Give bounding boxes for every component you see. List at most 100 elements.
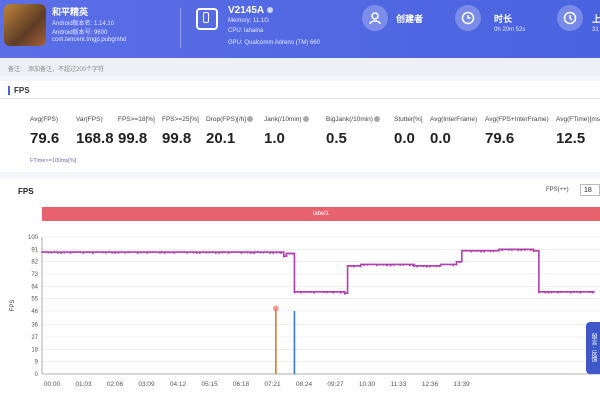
info-icon[interactable] xyxy=(267,7,274,14)
fps-point xyxy=(63,251,66,254)
y-tick-label: 64 xyxy=(31,284,38,290)
fps-point xyxy=(189,251,192,254)
fps-point xyxy=(592,291,594,294)
fps-point xyxy=(47,251,50,254)
fps-point xyxy=(336,291,339,293)
help-icon[interactable] xyxy=(302,116,309,123)
clock-icon xyxy=(455,5,481,31)
fps-point xyxy=(405,263,408,266)
fps-point xyxy=(408,264,411,267)
device-memory: Memory: 11.1G xyxy=(228,18,269,24)
fps-point xyxy=(535,250,538,252)
fps-point xyxy=(230,251,233,254)
metric-label: Avg(InterFrame) xyxy=(430,116,478,123)
fps-point xyxy=(566,291,569,293)
fps-point xyxy=(498,249,500,252)
feedback-tab[interactable]: 留言 · 反馈 xyxy=(586,322,600,374)
metric-value: 168.8 xyxy=(76,130,114,147)
metric-label: BigJank(/10min) xyxy=(326,116,380,123)
fps-point xyxy=(582,290,585,293)
y-tick-label: 82 xyxy=(31,260,38,266)
fps-point xyxy=(366,264,369,266)
fps-point xyxy=(339,292,342,294)
note-input[interactable]: 添加备注，不超过200个字符 xyxy=(28,67,105,73)
metric-value: 99.8 xyxy=(118,130,148,147)
fps-point xyxy=(163,252,166,255)
fps-point xyxy=(44,251,47,254)
fps-threshold-input[interactable]: 18 xyxy=(580,184,600,196)
fps-point xyxy=(439,264,442,267)
metric-value: 12.5 xyxy=(556,130,586,147)
fps-point xyxy=(399,264,402,267)
fps-chart[interactable]: 0 9 18 27 36 46 55 64 73 82 91 100 FPS 00:00 01:03 02:0… xyxy=(0,225,600,400)
game-icon xyxy=(4,4,46,46)
fps-point xyxy=(224,251,227,254)
fps-point xyxy=(449,263,452,266)
metric-label: Jank(/10min) xyxy=(264,116,309,123)
fps-point xyxy=(576,291,579,294)
fps-point xyxy=(363,264,365,267)
fps-point xyxy=(520,249,523,252)
fps-point xyxy=(152,251,155,253)
chart-title: FPS xyxy=(18,187,34,196)
fps-point xyxy=(359,263,362,266)
fps-point xyxy=(344,293,346,295)
fps-point xyxy=(240,252,243,255)
fps-point xyxy=(41,251,43,253)
fps-point xyxy=(60,252,63,255)
fps-point xyxy=(452,264,455,267)
fps-point xyxy=(356,265,359,267)
metric-value: 0.5 xyxy=(326,130,347,147)
x-tick-label: 03:09 xyxy=(138,381,155,388)
fps-point xyxy=(160,251,163,253)
fps-point xyxy=(221,251,224,254)
y-tick-label: 0 xyxy=(35,372,39,378)
fps-point xyxy=(130,251,133,254)
fps-point xyxy=(159,252,161,254)
fps-point xyxy=(208,251,211,254)
fps-point xyxy=(560,291,563,294)
fps-point xyxy=(526,248,529,251)
fps-point xyxy=(170,251,173,254)
fps-point xyxy=(569,292,572,294)
fps-point xyxy=(375,264,378,267)
fps-point xyxy=(432,264,435,267)
fps-point xyxy=(514,248,516,251)
fps-point xyxy=(573,291,575,294)
help-icon[interactable] xyxy=(373,116,380,123)
duration-value: 0h 20m 52s xyxy=(494,27,526,33)
fps-point xyxy=(249,252,252,255)
y-tick-label: 27 xyxy=(31,335,38,341)
fps-point xyxy=(88,251,91,254)
metric-value: 0.0 xyxy=(394,130,415,147)
fps-point xyxy=(523,249,526,251)
x-tick-label: 12:36 xyxy=(422,381,439,388)
fps-point xyxy=(202,251,204,254)
y-axis-label: FPS xyxy=(10,300,16,312)
fps-point xyxy=(66,251,69,254)
history-icon xyxy=(557,5,583,31)
y-tick-label: 9 xyxy=(35,360,39,366)
label-bar[interactable]: label1 xyxy=(42,207,600,221)
fps-point xyxy=(76,251,78,253)
fps-point xyxy=(507,249,510,251)
fps-point xyxy=(306,291,309,294)
fps-point xyxy=(92,252,94,255)
y-tick-label: 18 xyxy=(31,347,38,353)
fps-point xyxy=(504,248,507,251)
y-tick-label: 91 xyxy=(31,247,38,253)
fps-point xyxy=(563,290,566,293)
device-name: V2145A xyxy=(228,5,274,16)
x-tick-label: 06:18 xyxy=(233,381,250,388)
y-tick-label: 36 xyxy=(31,323,38,329)
fps-point xyxy=(442,263,445,266)
fps-point xyxy=(278,251,281,254)
x-tick-label: 07:21 xyxy=(264,381,281,388)
creator-label: 创建者 xyxy=(396,14,424,24)
help-icon[interactable] xyxy=(247,116,254,123)
fps-point xyxy=(234,251,236,253)
fps-point xyxy=(182,251,185,254)
fps-point xyxy=(53,251,56,254)
fps-point xyxy=(496,249,498,252)
jank-marker xyxy=(272,305,279,312)
